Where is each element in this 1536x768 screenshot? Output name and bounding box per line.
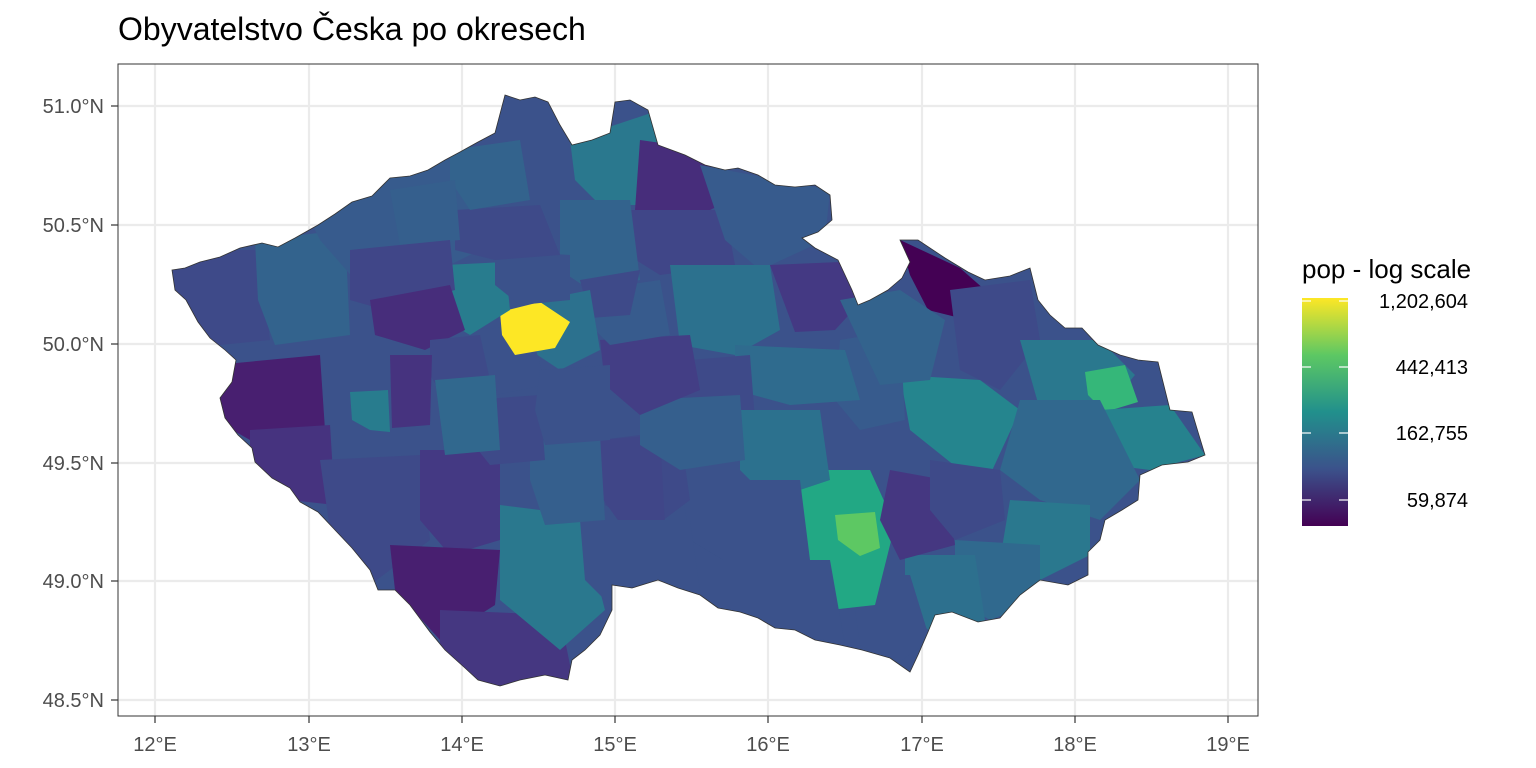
district-tabor: [530, 435, 605, 525]
district-usti-orlici: [840, 290, 945, 385]
district-zdar: [740, 410, 830, 500]
x-tick-label: 17°E: [900, 734, 944, 756]
district-litomerice: [455, 205, 560, 260]
x-tick-label: 18°E: [1053, 734, 1097, 756]
district-hradec-kralove: [670, 265, 780, 355]
district-melnik: [495, 250, 570, 305]
y-tick-label: 48.5°N: [43, 690, 104, 712]
district-pelhrimov: [600, 435, 665, 530]
legend-breaks: 1,202,604 442,413 162,755 59,874: [1302, 291, 1468, 512]
longitude-axis: 12°E 13°E 14°E 15°E 16°E 17°E 18°E 19°E: [133, 716, 1250, 756]
district-mlada-boleslav: [560, 200, 640, 290]
district-plzen-mesto: [350, 390, 390, 432]
district-znojmo: [700, 560, 845, 645]
x-tick-label: 14°E: [440, 734, 484, 756]
district-ceske-budejovice: [500, 505, 605, 650]
district-brno-mesto: [835, 512, 880, 556]
x-tick-label: 13°E: [287, 734, 331, 756]
legend-break-label: 1,202,604: [1379, 291, 1468, 313]
x-tick-label: 15°E: [593, 734, 637, 756]
y-tick-label: 49.0°N: [43, 571, 104, 593]
panel-border: [117, 63, 1259, 717]
district-praha: [500, 302, 570, 355]
y-tick-label: 49.5°N: [43, 453, 104, 475]
legend-break-label: 162,755: [1396, 423, 1468, 445]
latitude-axis: 51.0°N 50.5°N 50.0°N 49.5°N 49.0°N 48.5°N: [43, 96, 118, 712]
district-nymburk: [580, 270, 640, 318]
district-pardubice: [735, 345, 860, 405]
legend-title: pop - log scale: [1302, 254, 1471, 284]
district-rakovnik: [370, 285, 465, 350]
district-tachov: [215, 355, 325, 440]
district-kladno: [445, 262, 510, 335]
district-prostejov: [930, 460, 1005, 540]
district-prerov-area: [1000, 400, 1140, 520]
district-olomouc: [900, 375, 1020, 475]
y-tick-label: 50.5°N: [43, 215, 104, 237]
district-benesov: [535, 365, 610, 445]
y-tick-label: 50.0°N: [43, 334, 104, 356]
district-rychnov: [770, 262, 858, 332]
x-tick-label: 19°E: [1206, 734, 1250, 756]
legend-break-label: 442,413: [1396, 357, 1468, 379]
district-trebic: [680, 480, 810, 570]
map-title: Obyvatelstvo Česka po okresech: [118, 11, 586, 47]
district-trutnov: [700, 165, 830, 270]
y-tick-label: 51.0°N: [43, 96, 104, 118]
district-pribram: [435, 375, 500, 455]
district-teplice: [390, 180, 460, 245]
district-rokycany: [390, 355, 432, 428]
district-regions: [172, 95, 1205, 686]
district-kutna-hora: [600, 335, 700, 415]
district-karlovy-vary: [255, 230, 350, 345]
district-strakonice: [420, 450, 500, 555]
x-tick-label: 16°E: [746, 734, 790, 756]
color-legend: pop - log scale 1,202,604 442,413 162,755 5…: [1302, 254, 1471, 526]
x-tick-label: 12°E: [133, 734, 177, 756]
district-semily: [628, 210, 735, 275]
legend-break-label: 59,874: [1407, 490, 1468, 512]
district-havlickuv-brod: [640, 395, 745, 470]
legend-colorbar: [1302, 298, 1348, 526]
country-border: [171, 94, 1206, 687]
district-bruntal: [950, 280, 1040, 390]
district-usti: [450, 140, 530, 210]
